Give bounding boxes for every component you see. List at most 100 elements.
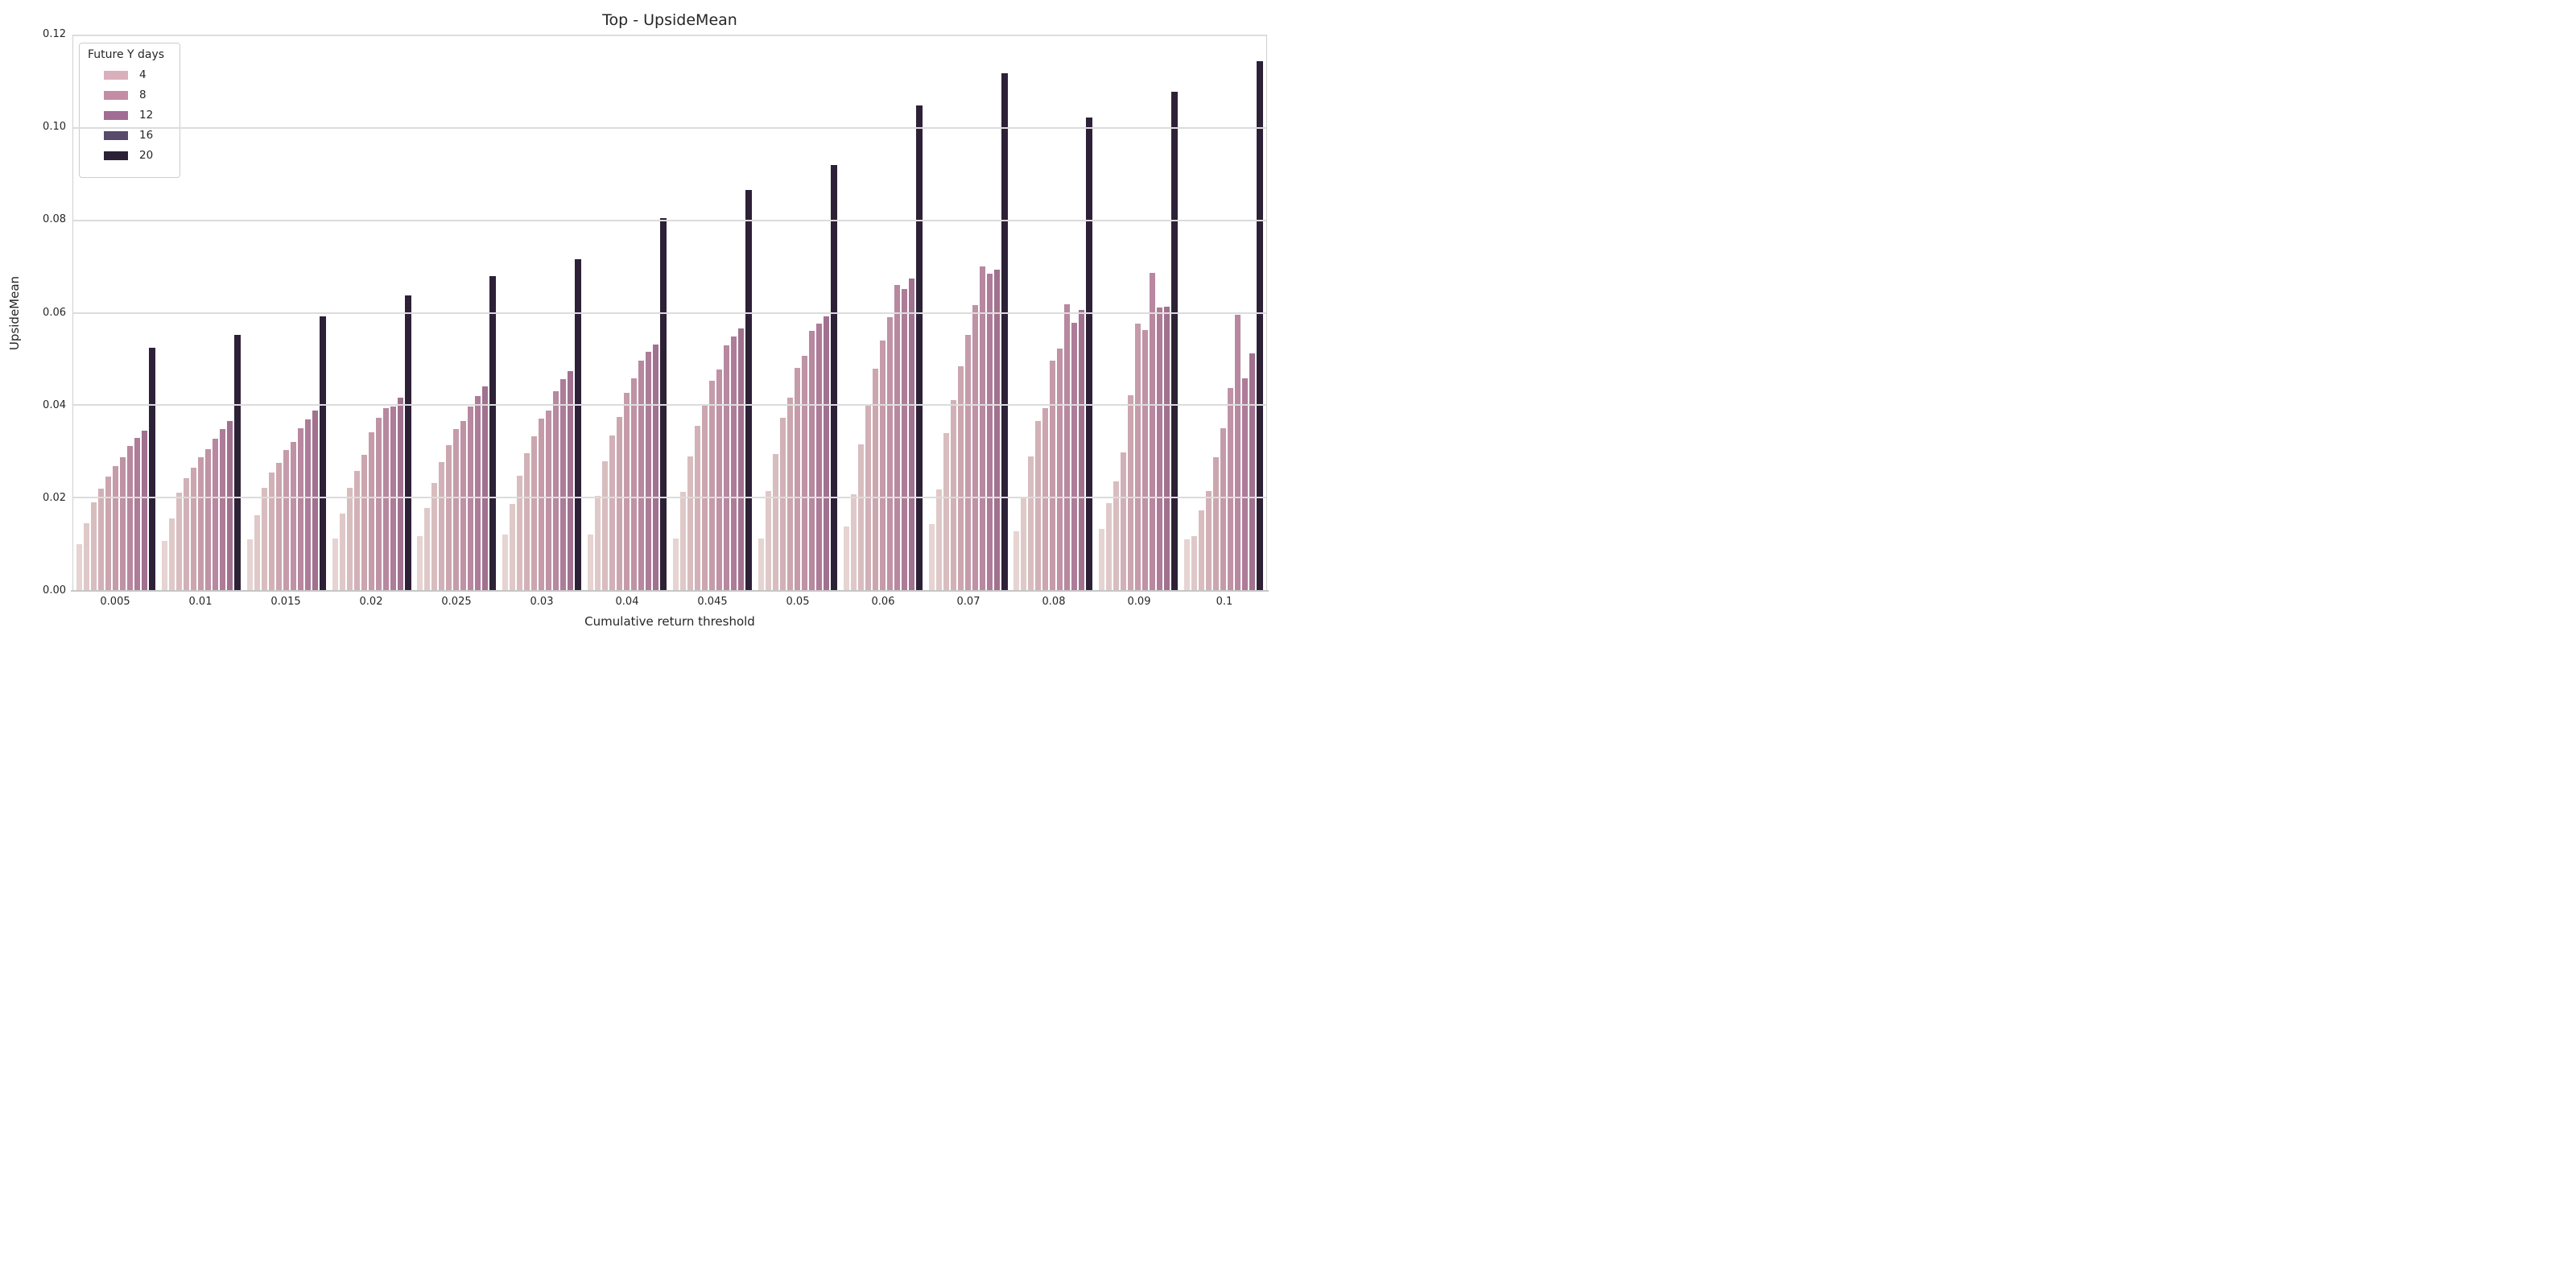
bar-0.09-day9 [1157,308,1163,590]
bar-0.015-day20 [319,316,326,590]
bar-0.07-day10 [993,270,1000,590]
bar-group-0.07 [926,35,1011,590]
y-tick-0.10: 0.10 [43,121,66,134]
x-tick-0.03: 0.03 [530,596,554,608]
bar-0.01-day8 [212,438,218,590]
x-tick-0.09: 0.09 [1127,596,1151,608]
bar-0.05-day2 [765,491,771,590]
bar-0.03-day4 [524,453,530,590]
bar-0.08-day4 [1035,421,1042,590]
bar-0.03-day7 [546,410,552,590]
bar-0.08-day8 [1064,303,1071,590]
bar-0.005-day6 [112,466,118,590]
bar-0.08-day5 [1042,407,1049,590]
chart-title: Top - UpsideMean [602,11,737,29]
bar-0.015-day2 [254,515,260,590]
bar-0.09-day4 [1121,452,1127,590]
bar-0.07-day9 [986,273,993,590]
bar-0.025-day1 [417,536,423,590]
bar-0.08-day9 [1071,323,1078,590]
bar-0.045-day2 [679,491,686,590]
bar-0.07-day4 [950,400,956,590]
x-tick-0.05: 0.05 [786,596,810,608]
bar-0.1-day10 [1249,353,1256,590]
bar-0.045-day20 [745,190,752,590]
bar-0.09-day20 [1171,92,1179,590]
bar-0.09-day7 [1142,330,1149,590]
bar-0.03-day9 [560,378,567,590]
bar-0.06-day8 [894,285,900,590]
bar-0.01-day7 [204,448,211,590]
bar-0.04-day5 [617,416,623,590]
bar-0.005-day4 [97,488,104,590]
bar-0.1-day2 [1191,535,1198,590]
legend-entries: 4 8 12 16 20 [86,68,173,162]
y-tick-0.00: 0.00 [43,584,66,597]
bar-0.04-day8 [638,361,645,590]
legend-label: 16 [139,129,154,142]
bar-0.1-day3 [1199,510,1205,590]
bar-0.06-day1 [843,526,849,590]
bar-0.05-day9 [815,324,822,590]
bar-group-0.025 [414,35,499,590]
bar-0.025-day20 [489,275,497,590]
x-tick-0.025: 0.025 [441,596,472,608]
legend-entry-16: 16 [104,129,173,142]
y-tick-0.08: 0.08 [43,213,66,226]
bar-0.1-day20 [1257,60,1264,590]
bar-0.005-day10 [141,430,147,590]
x-tick-0.04: 0.04 [615,596,639,608]
bar-0.05-day8 [808,330,815,590]
bar-0.04-day2 [595,496,601,590]
bar-0.025-day10 [482,386,489,590]
bar-0.03-day1 [502,535,509,590]
bar-0.05-day7 [801,356,807,590]
bar-0.1-day7 [1228,388,1234,590]
bar-0.04-day4 [609,435,616,590]
legend: Future Y days 4 8 12 16 20 [79,43,180,178]
legend-title: Future Y days [88,48,165,61]
legend-label: 4 [139,68,147,81]
bar-0.05-day6 [794,368,800,590]
bar-0.02-day2 [339,514,345,590]
bar-0.05-day20 [830,164,837,590]
bar-0.1-day9 [1242,378,1249,590]
y-tick-0.06: 0.06 [43,306,66,319]
bar-0.07-day3 [943,433,949,590]
bar-0.02-day20 [404,295,411,590]
gridline-0.02 [73,497,1266,499]
figure: Top - UpsideMean UpsideMean 0.00 0.02 0.04… [0,0,1288,644]
bar-0.04-day6 [624,393,630,590]
bar-0.07-day20 [1001,72,1008,590]
bar-0.06-day5 [872,368,878,590]
bar-0.045-day4 [694,425,700,590]
bar-0.07-day1 [928,524,935,590]
y-tick-0.04: 0.04 [43,398,66,411]
bar-0.06-day9 [901,289,907,590]
x-tick-0.015: 0.015 [270,596,301,608]
bar-0.05-day4 [779,417,786,590]
bar-0.09-day10 [1164,307,1170,590]
x-tick-0.08: 0.08 [1042,596,1066,608]
bar-0.03-day2 [510,503,516,590]
bar-0.025-day4 [439,461,445,590]
bar-0.04-day1 [588,535,594,590]
x-tick-0.005: 0.005 [100,596,130,608]
legend-swatch-icon [104,110,128,120]
bar-0.01-day5 [190,468,196,590]
bar-0.045-day3 [687,456,693,590]
bar-0.03-day6 [539,418,545,590]
bar-0.02-day10 [397,397,403,590]
bar-0.07-day2 [935,489,942,590]
bar-0.025-day3 [431,482,438,590]
bar-0.07-day6 [964,334,971,590]
bar-0.09-day3 [1113,481,1120,590]
x-axis-title: Cumulative return threshold [584,614,755,629]
x-tick-0.06: 0.06 [871,596,895,608]
bar-group-0.1 [1181,35,1266,590]
bar-0.015-day6 [283,450,289,590]
bar-0.09-day1 [1099,529,1105,590]
bar-0.08-day20 [1086,118,1093,590]
bar-0.01-day1 [161,540,167,590]
bar-0.02-day7 [375,417,382,590]
